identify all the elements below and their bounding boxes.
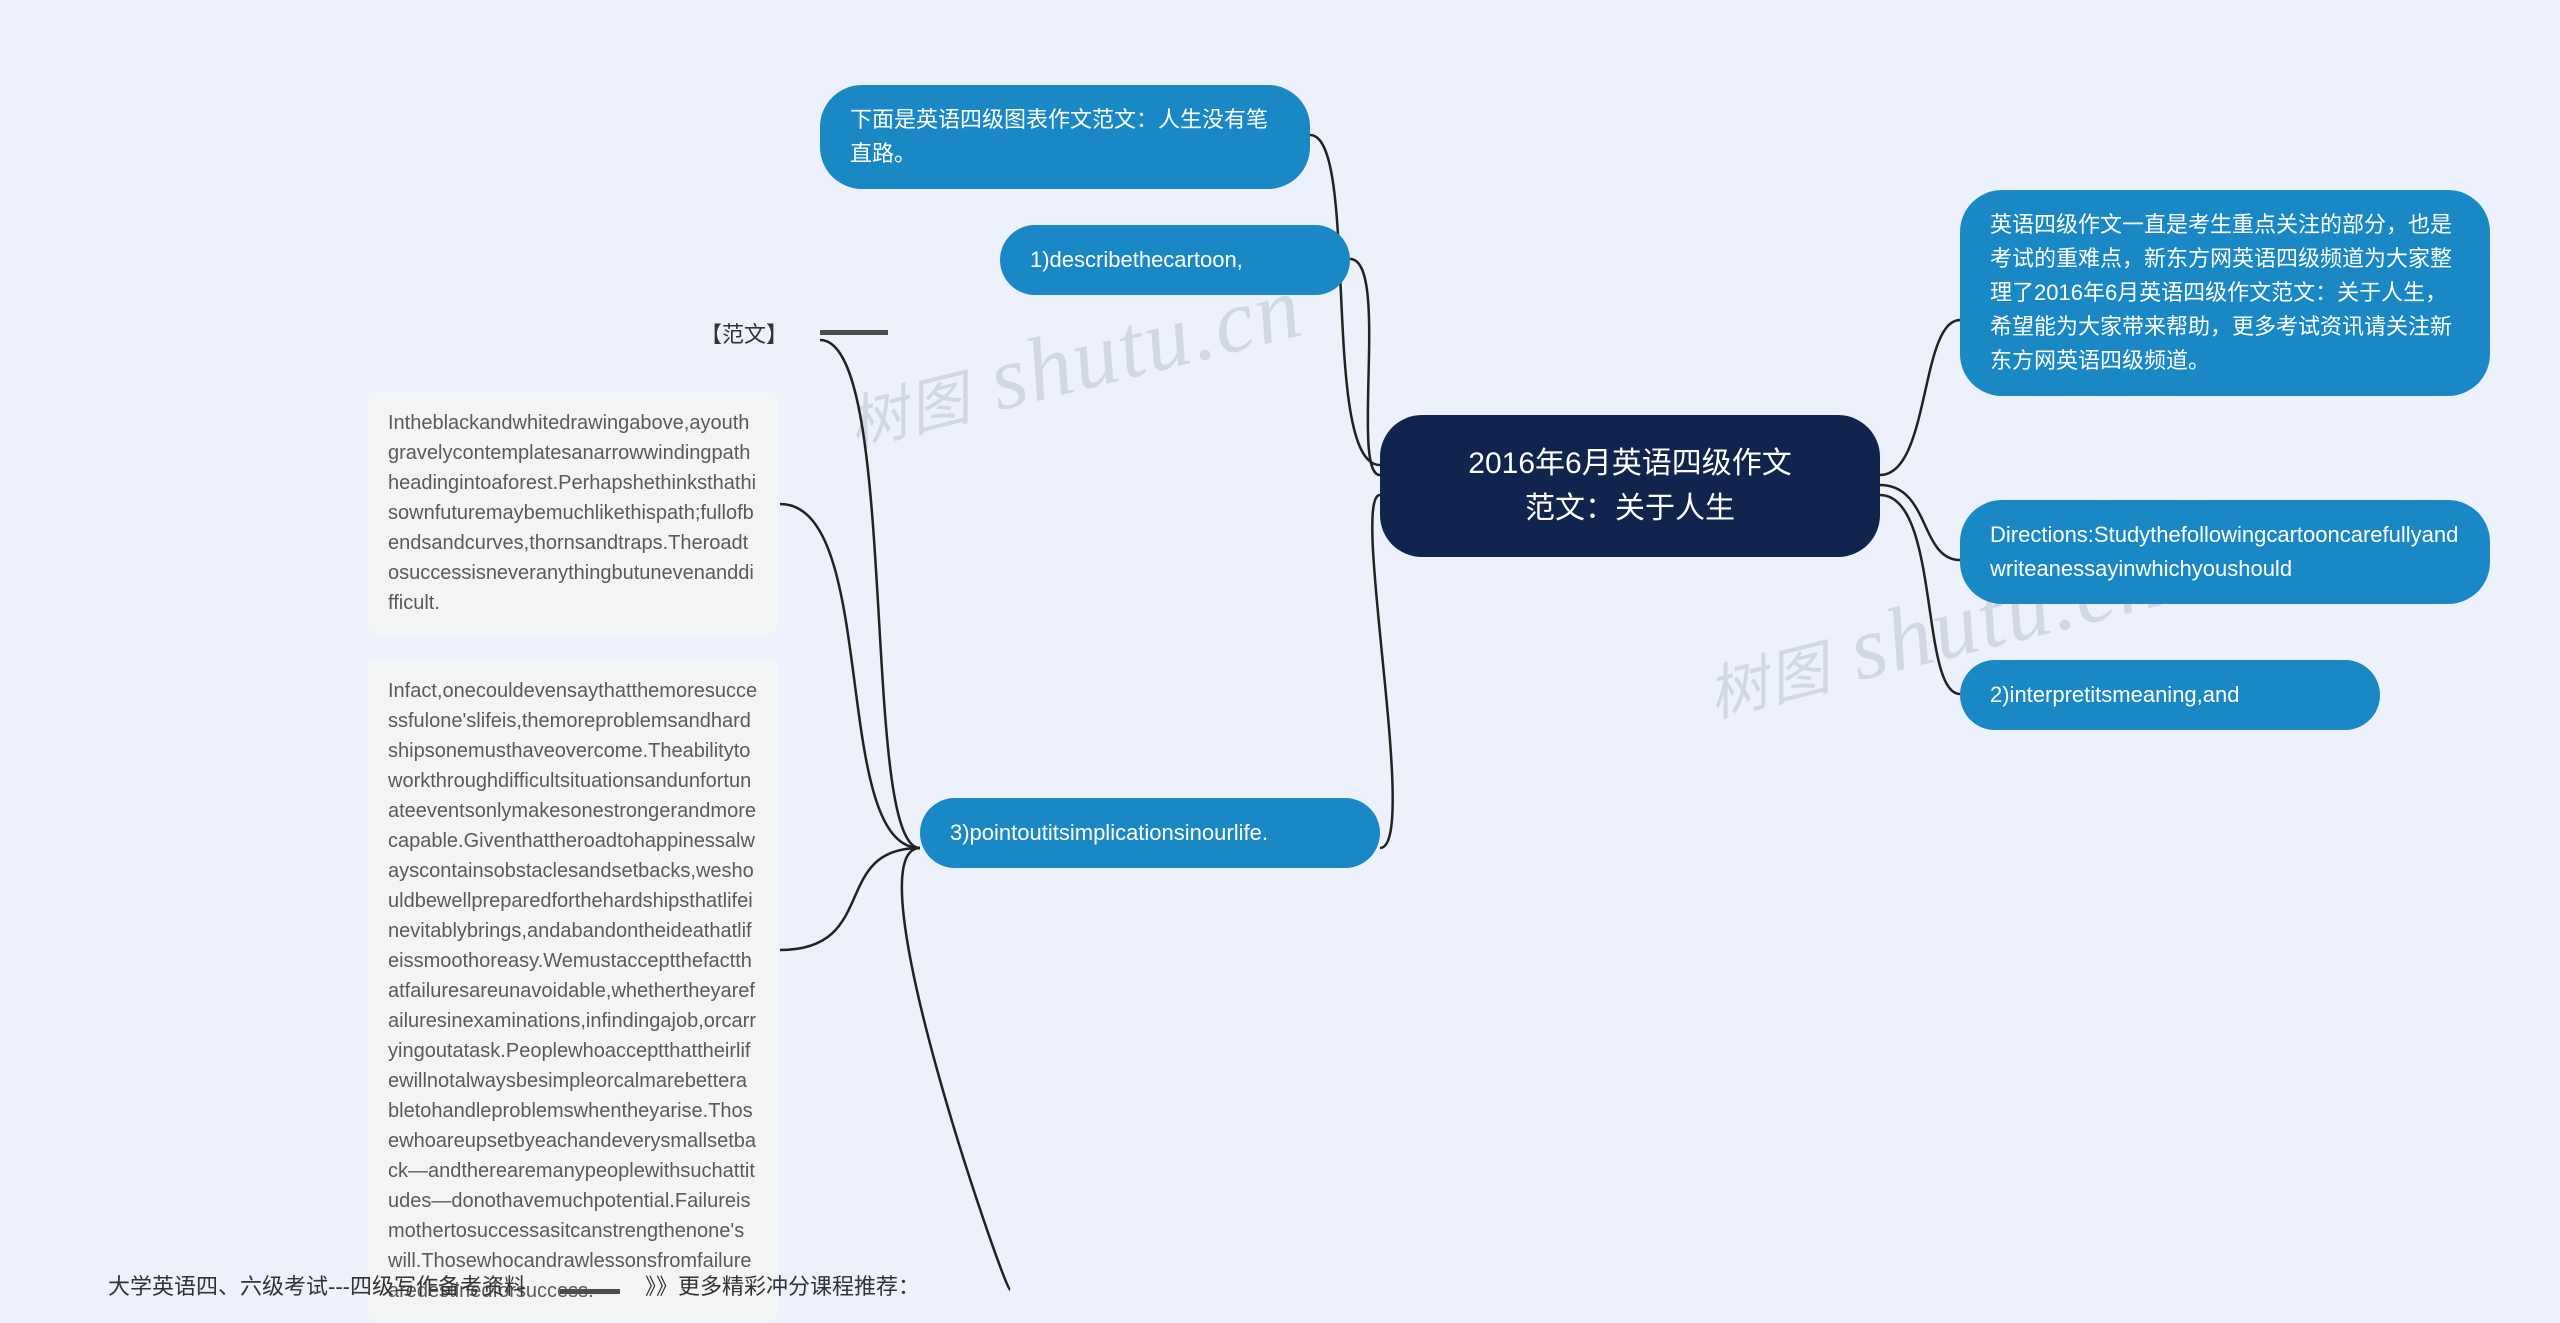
- right-branch-1[interactable]: 英语四级作文一直是考生重点关注的部分，也是考试的重难点，新东方网英语四级频道为大…: [1960, 190, 2490, 396]
- footer-right: 》》更多精彩冲分课程推荐：: [645, 1272, 920, 1303]
- left-branch-2[interactable]: 1)describethecartoon,: [1000, 225, 1350, 295]
- right-branch-3[interactable]: 2)interpretitsmeaning,and: [1960, 660, 2380, 730]
- left-branch-3[interactable]: 3)pointoutitsimplicationsinourlife.: [920, 798, 1380, 868]
- edge: [820, 340, 920, 848]
- mindmap-canvas: 树图 shutu.cn 树图 shutu.cn 2016年6月英语四级作文 范文…: [0, 0, 2560, 1323]
- left-branch-1[interactable]: 下面是英语四级图表作文范文：人生没有笔直路。: [820, 85, 1310, 189]
- leaf-para2[interactable]: Infact,onecouldevensaythatthemoresuccess…: [368, 660, 778, 1322]
- watermark-cn: 树图: [841, 365, 977, 459]
- edge: [1880, 495, 1960, 694]
- footer-left: 大学英语四、六级考试---四级写作备考资料: [108, 1272, 526, 1303]
- edge: [1880, 485, 1960, 560]
- leaf-para1[interactable]: Intheblackandwhitedrawingabove,ayouthgra…: [368, 392, 778, 634]
- edge: [1350, 259, 1380, 475]
- edge: [1880, 320, 1960, 475]
- edge: [780, 848, 920, 950]
- edge: [780, 504, 920, 848]
- edge: [1372, 495, 1392, 848]
- edge: [902, 848, 1010, 1290]
- edge: [1310, 135, 1380, 465]
- center-line2: 范文：关于人生: [1410, 486, 1850, 531]
- tick-footer: [560, 1289, 620, 1294]
- center-line1: 2016年6月英语四级作文: [1410, 441, 1850, 486]
- fanwen-label: 【范文】: [700, 320, 820, 351]
- tick-fanwen: [820, 330, 888, 335]
- watermark-cn: 树图: [1701, 635, 1837, 729]
- right-branch-2[interactable]: Directions:Studythefollowingcartooncaref…: [1960, 500, 2490, 604]
- center-node[interactable]: 2016年6月英语四级作文 范文：关于人生: [1380, 415, 1880, 557]
